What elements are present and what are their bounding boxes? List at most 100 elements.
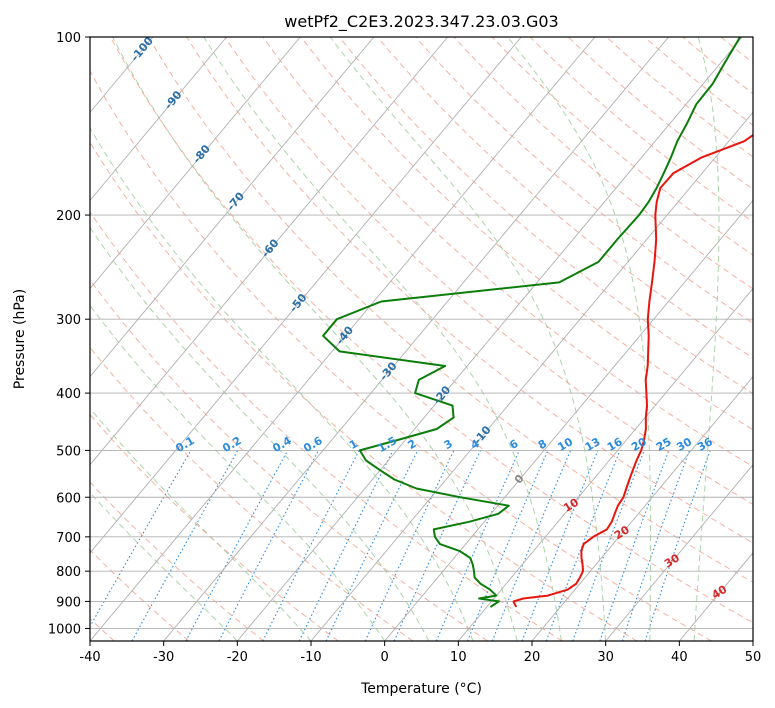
moist-adiabat — [329, 37, 607, 641]
moist-adiabat — [90, 407, 312, 641]
y-axis-label: Pressure (hPa) — [12, 289, 28, 389]
mixing-ratio-line — [218, 450, 319, 641]
mixing-ratio-label: 0.4 — [270, 434, 294, 455]
plot-frame — [89, 36, 754, 642]
mixing-ratio-line — [185, 450, 289, 641]
dry-adiabat — [90, 481, 264, 641]
isotherm-line — [90, 37, 448, 466]
mixing-ratio-label: 8 — [536, 437, 549, 452]
dry-adiabat — [453, 37, 753, 290]
x-tick-label: 50 — [745, 650, 762, 665]
dry-adiabat — [224, 37, 753, 506]
mixing-ratio-label: 16 — [605, 435, 625, 454]
mixing-ratio-line — [90, 450, 192, 628]
temperature-profile — [512, 133, 753, 608]
dry-adiabat — [682, 37, 753, 95]
dry-adiabat — [109, 37, 753, 624]
mixing-ratio-line — [521, 450, 599, 641]
moist-adiabat — [112, 37, 518, 641]
isotherm-line — [163, 37, 669, 641]
moist-adiabat — [90, 126, 474, 641]
dry-adiabat — [186, 37, 753, 544]
isotherm-line — [90, 37, 596, 641]
dry-adiabat — [90, 70, 712, 641]
mixing-ratio-label: 0.2 — [220, 434, 243, 455]
mixing-ratio-label: 10 — [555, 435, 575, 454]
isotherm-line — [531, 375, 753, 641]
mixing-ratio-line — [644, 450, 711, 641]
mixing-ratio-label: 25 — [654, 435, 674, 454]
dry-adiabat — [90, 279, 488, 641]
dewpoint-profile — [322, 37, 741, 608]
y-tick-label: 500 — [56, 444, 81, 459]
mixing-ratio-label: 13 — [583, 435, 603, 454]
mixing-ratio-line — [466, 450, 549, 641]
mixing-ratio-label: 1 — [347, 437, 360, 452]
pressure-gridlines — [90, 37, 753, 629]
dry-adiabat — [90, 141, 638, 641]
x-tick-label: -30 — [153, 650, 174, 665]
mixing-ratio-line — [621, 450, 691, 641]
moist-adiabat — [693, 37, 720, 641]
mixing-ratio-line — [262, 450, 360, 641]
temperature-label: 40 — [710, 583, 730, 602]
dry-adiabat — [720, 37, 753, 64]
dry-adiabat — [377, 37, 753, 359]
plot-area: -100-90-80-70-60-50-40-30-20-10010203040… — [90, 37, 775, 641]
mixing-ratio-label: 6 — [507, 437, 520, 452]
dry-adiabat — [759, 37, 775, 641]
y-tick-label: 800 — [56, 565, 81, 580]
mixing-ratio-line — [572, 450, 645, 641]
x-tick-label: 0 — [381, 650, 389, 665]
isotherm-line — [236, 37, 743, 641]
y-tick-label: 100 — [56, 31, 81, 46]
x-tick-label: -20 — [227, 650, 248, 665]
mixing-ratio-line — [491, 450, 572, 641]
temperature-label: 30 — [662, 551, 682, 570]
isotherm-line — [384, 199, 753, 641]
x-axis-label: Temperature (°C) — [360, 681, 482, 697]
mixing-ratio-line — [364, 450, 455, 641]
x-axis-ticks: -40 -30 -20 -10 0 10 20 30 40 50 — [79, 641, 761, 665]
isotherm-line — [90, 37, 227, 202]
mixing-ratio-label: 0.1 — [173, 434, 196, 455]
x-tick-label: 40 — [671, 650, 688, 665]
dry-adiabat — [644, 37, 753, 126]
moist-adiabat — [507, 37, 651, 641]
mixing-ratio-line — [298, 450, 394, 641]
mixing-ratio-line — [435, 450, 520, 641]
y-tick-label: 400 — [56, 387, 81, 402]
x-tick-label: 30 — [597, 650, 614, 665]
isotherm-line — [90, 37, 301, 290]
mixing-ratio-line — [393, 450, 481, 641]
dry-adiabat — [90, 211, 563, 641]
dry-adiabat — [90, 346, 414, 641]
moist-adiabat — [90, 492, 238, 641]
moist-adiabat — [90, 226, 430, 641]
dry-adiabat — [415, 37, 753, 324]
isotherm-line — [90, 37, 375, 378]
isotherm-line — [678, 552, 753, 641]
dry-adiabat — [148, 37, 753, 583]
dry-adiabat — [567, 37, 753, 190]
isotherm-line — [752, 640, 753, 641]
isotherm-line — [605, 464, 753, 641]
dry-adiabat — [90, 413, 339, 641]
moist-adiabats — [90, 37, 720, 641]
isotherm-line — [90, 37, 522, 554]
dry-adiabat — [300, 37, 753, 431]
mixing-ratio-label: 20 — [629, 435, 649, 454]
y-tick-label: 900 — [56, 595, 81, 610]
y-tick-label: 600 — [56, 491, 81, 506]
moist-adiabat — [203, 37, 562, 641]
y-tick-label: 700 — [56, 531, 81, 546]
mixing-ratio-line — [131, 450, 239, 641]
y-axis-ticks: 100 200 300 400 500 600 700 800 900 1000 — [48, 31, 90, 637]
x-tick-label: -40 — [79, 650, 100, 665]
y-tick-label: 1000 — [48, 622, 81, 637]
x-tick-label: -10 — [300, 650, 321, 665]
dry-adiabat — [90, 549, 190, 641]
sounding-series — [322, 37, 753, 608]
y-tick-label: 200 — [56, 209, 81, 224]
